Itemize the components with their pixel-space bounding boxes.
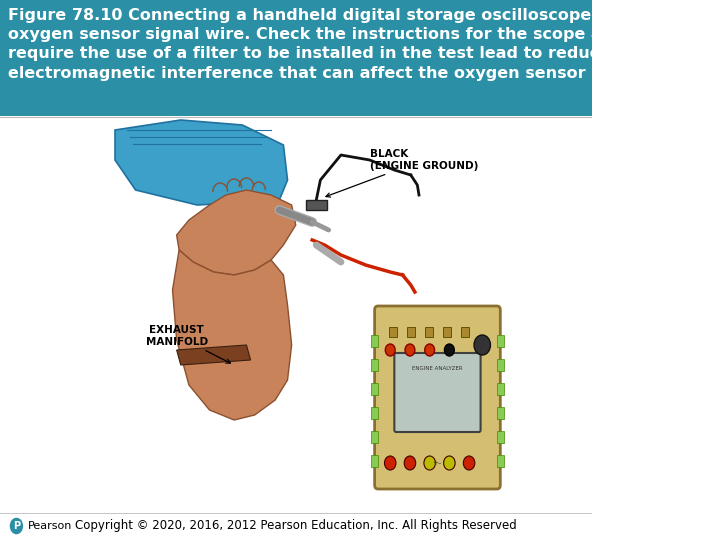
Circle shape (425, 344, 435, 356)
Text: ENGINE ANALYZER: ENGINE ANALYZER (412, 366, 462, 370)
FancyBboxPatch shape (395, 353, 480, 432)
Text: Copyright © 2020, 2016, 2012 Pearson Education, Inc. All Rights Reserved: Copyright © 2020, 2016, 2012 Pearson Edu… (75, 519, 517, 532)
Bar (307, 200, 327, 210)
FancyBboxPatch shape (374, 306, 500, 489)
Bar (497, 359, 503, 371)
Bar (407, 327, 415, 337)
Bar (372, 383, 378, 395)
Circle shape (464, 456, 475, 470)
Bar (497, 431, 503, 443)
Text: +–: +– (433, 460, 442, 466)
Circle shape (424, 456, 436, 470)
Bar (372, 335, 378, 347)
Text: EXHAUST
MANIFOLD: EXHAUST MANIFOLD (145, 325, 230, 363)
Polygon shape (115, 120, 287, 205)
Circle shape (384, 456, 396, 470)
Bar (497, 383, 503, 395)
Bar (497, 335, 503, 347)
Text: BLACK
(ENGINE GROUND): BLACK (ENGINE GROUND) (326, 149, 478, 197)
Circle shape (9, 517, 24, 535)
Bar (372, 407, 378, 419)
Text: P: P (13, 521, 20, 531)
Polygon shape (176, 190, 296, 275)
Bar (389, 327, 397, 337)
Bar (0, 0, 592, 116)
Circle shape (385, 344, 395, 356)
Polygon shape (173, 250, 292, 420)
Bar (461, 327, 469, 337)
Bar (372, 431, 378, 443)
Circle shape (444, 456, 455, 470)
Circle shape (405, 344, 415, 356)
Bar (443, 327, 451, 337)
Circle shape (404, 456, 415, 470)
Circle shape (474, 335, 490, 355)
Text: Figure 78.10 Connecting a handheld digital storage oscilloscope to an
oxygen sen: Figure 78.10 Connecting a handheld digit… (8, 8, 687, 80)
Text: Pearson: Pearson (28, 521, 72, 531)
Bar (497, 407, 503, 419)
Bar (372, 359, 378, 371)
Bar (372, 455, 378, 467)
Polygon shape (176, 345, 251, 365)
Bar (425, 327, 433, 337)
Bar (497, 455, 503, 467)
Circle shape (444, 344, 454, 356)
